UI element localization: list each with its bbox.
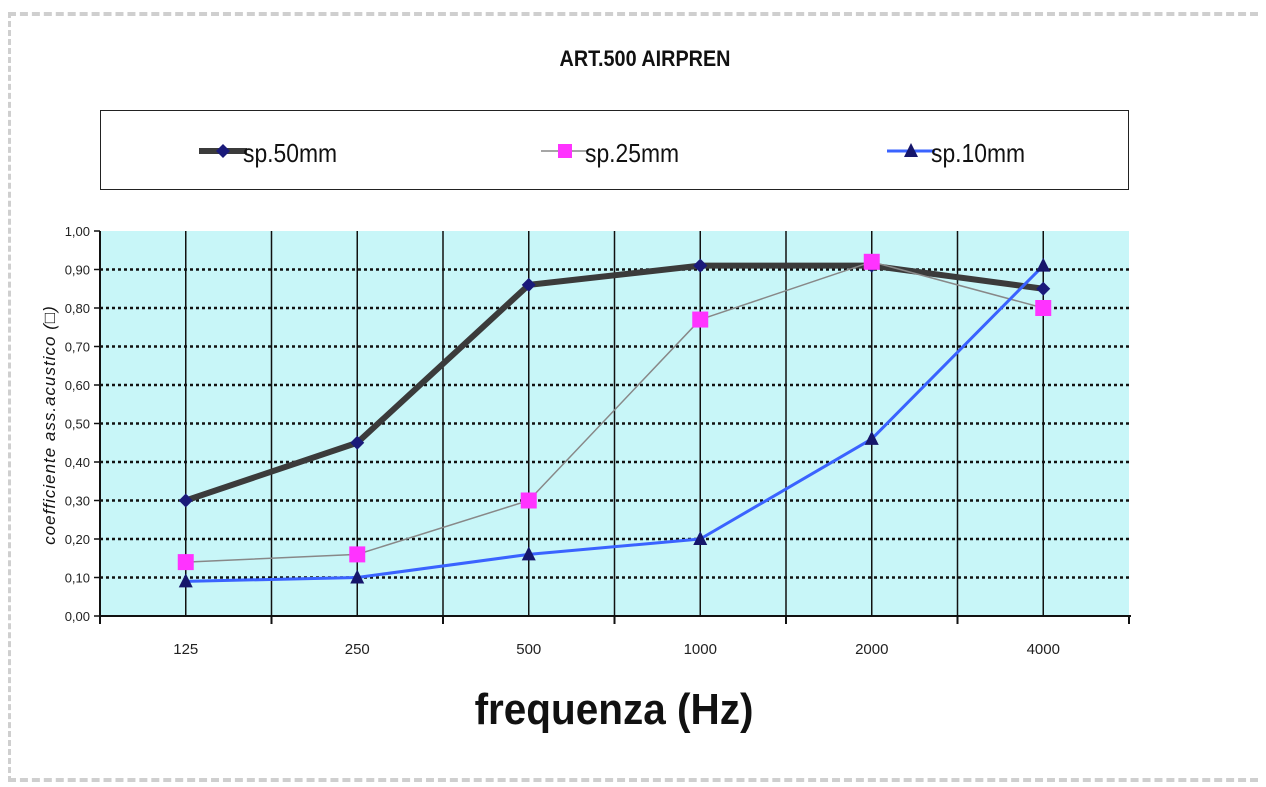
y-tick-label: 0,60: [65, 378, 90, 393]
data-point-series-2: [520, 492, 537, 509]
data-point-series-3: [864, 430, 879, 445]
data-point-series-2: [863, 253, 880, 270]
legend-label-series-1: sp.50mm: [243, 138, 338, 168]
legend-label-series-3: sp.10mm: [931, 138, 1026, 168]
series-line-3: [185, 264, 1045, 583]
data-point-series-3: [1036, 257, 1051, 272]
data-point-series-2: [177, 554, 194, 571]
series-line-2: [185, 261, 1044, 563]
data-point-series-3: [693, 531, 708, 545]
chart-title: ART.500 AIRPREN: [559, 46, 731, 71]
y-tick-label: 0,70: [65, 340, 90, 355]
x-tick-label: 1000: [684, 641, 717, 658]
legend-swatch-series-2: [541, 144, 589, 158]
data-point-series-2: [692, 311, 709, 328]
y-tick-label: 0,10: [65, 571, 90, 586]
data-point-series-1: [350, 435, 365, 450]
data-point-series-3: [178, 573, 193, 588]
data-point-series-1: [693, 258, 708, 273]
chart-frame: [8, 12, 1258, 782]
legend: sp.50mm sp.25mm sp.10mm: [100, 110, 1129, 190]
x-tick-label: 2000: [855, 641, 888, 658]
data-point-series-3: [350, 569, 365, 584]
y-tick-label: 0,30: [65, 494, 90, 509]
y-tick-label: 1,00: [65, 224, 90, 239]
data-point-series-2: [349, 546, 366, 563]
y-tick-label: 0,20: [65, 532, 90, 547]
y-tick-label: 0,00: [65, 609, 90, 624]
data-point-series-3: [521, 546, 536, 561]
x-tick-label: 500: [516, 641, 541, 658]
x-axis-label: frequenza (Hz): [474, 685, 754, 734]
data-point-series-2: [1035, 300, 1052, 316]
y-tick-label: 0,90: [65, 263, 90, 278]
x-tick-label: 125: [173, 641, 198, 658]
legend-swatch-series-3: [887, 143, 935, 157]
data-point-series-1: [178, 493, 193, 508]
x-tick-label: 250: [345, 641, 370, 658]
y-tick-label: 0,80: [65, 301, 90, 316]
data-point-series-1: [1036, 281, 1051, 296]
y-tick-label: 0,50: [65, 417, 90, 432]
legend-swatch-series-1: [199, 144, 247, 158]
data-point-series-1: [521, 277, 536, 292]
x-tick-label: 4000: [1027, 641, 1060, 658]
y-axis-label: coefficiente ass.acustico (□): [40, 305, 59, 545]
y-tick-label: 0,40: [65, 455, 90, 470]
legend-label-series-2: sp.25mm: [585, 138, 680, 168]
